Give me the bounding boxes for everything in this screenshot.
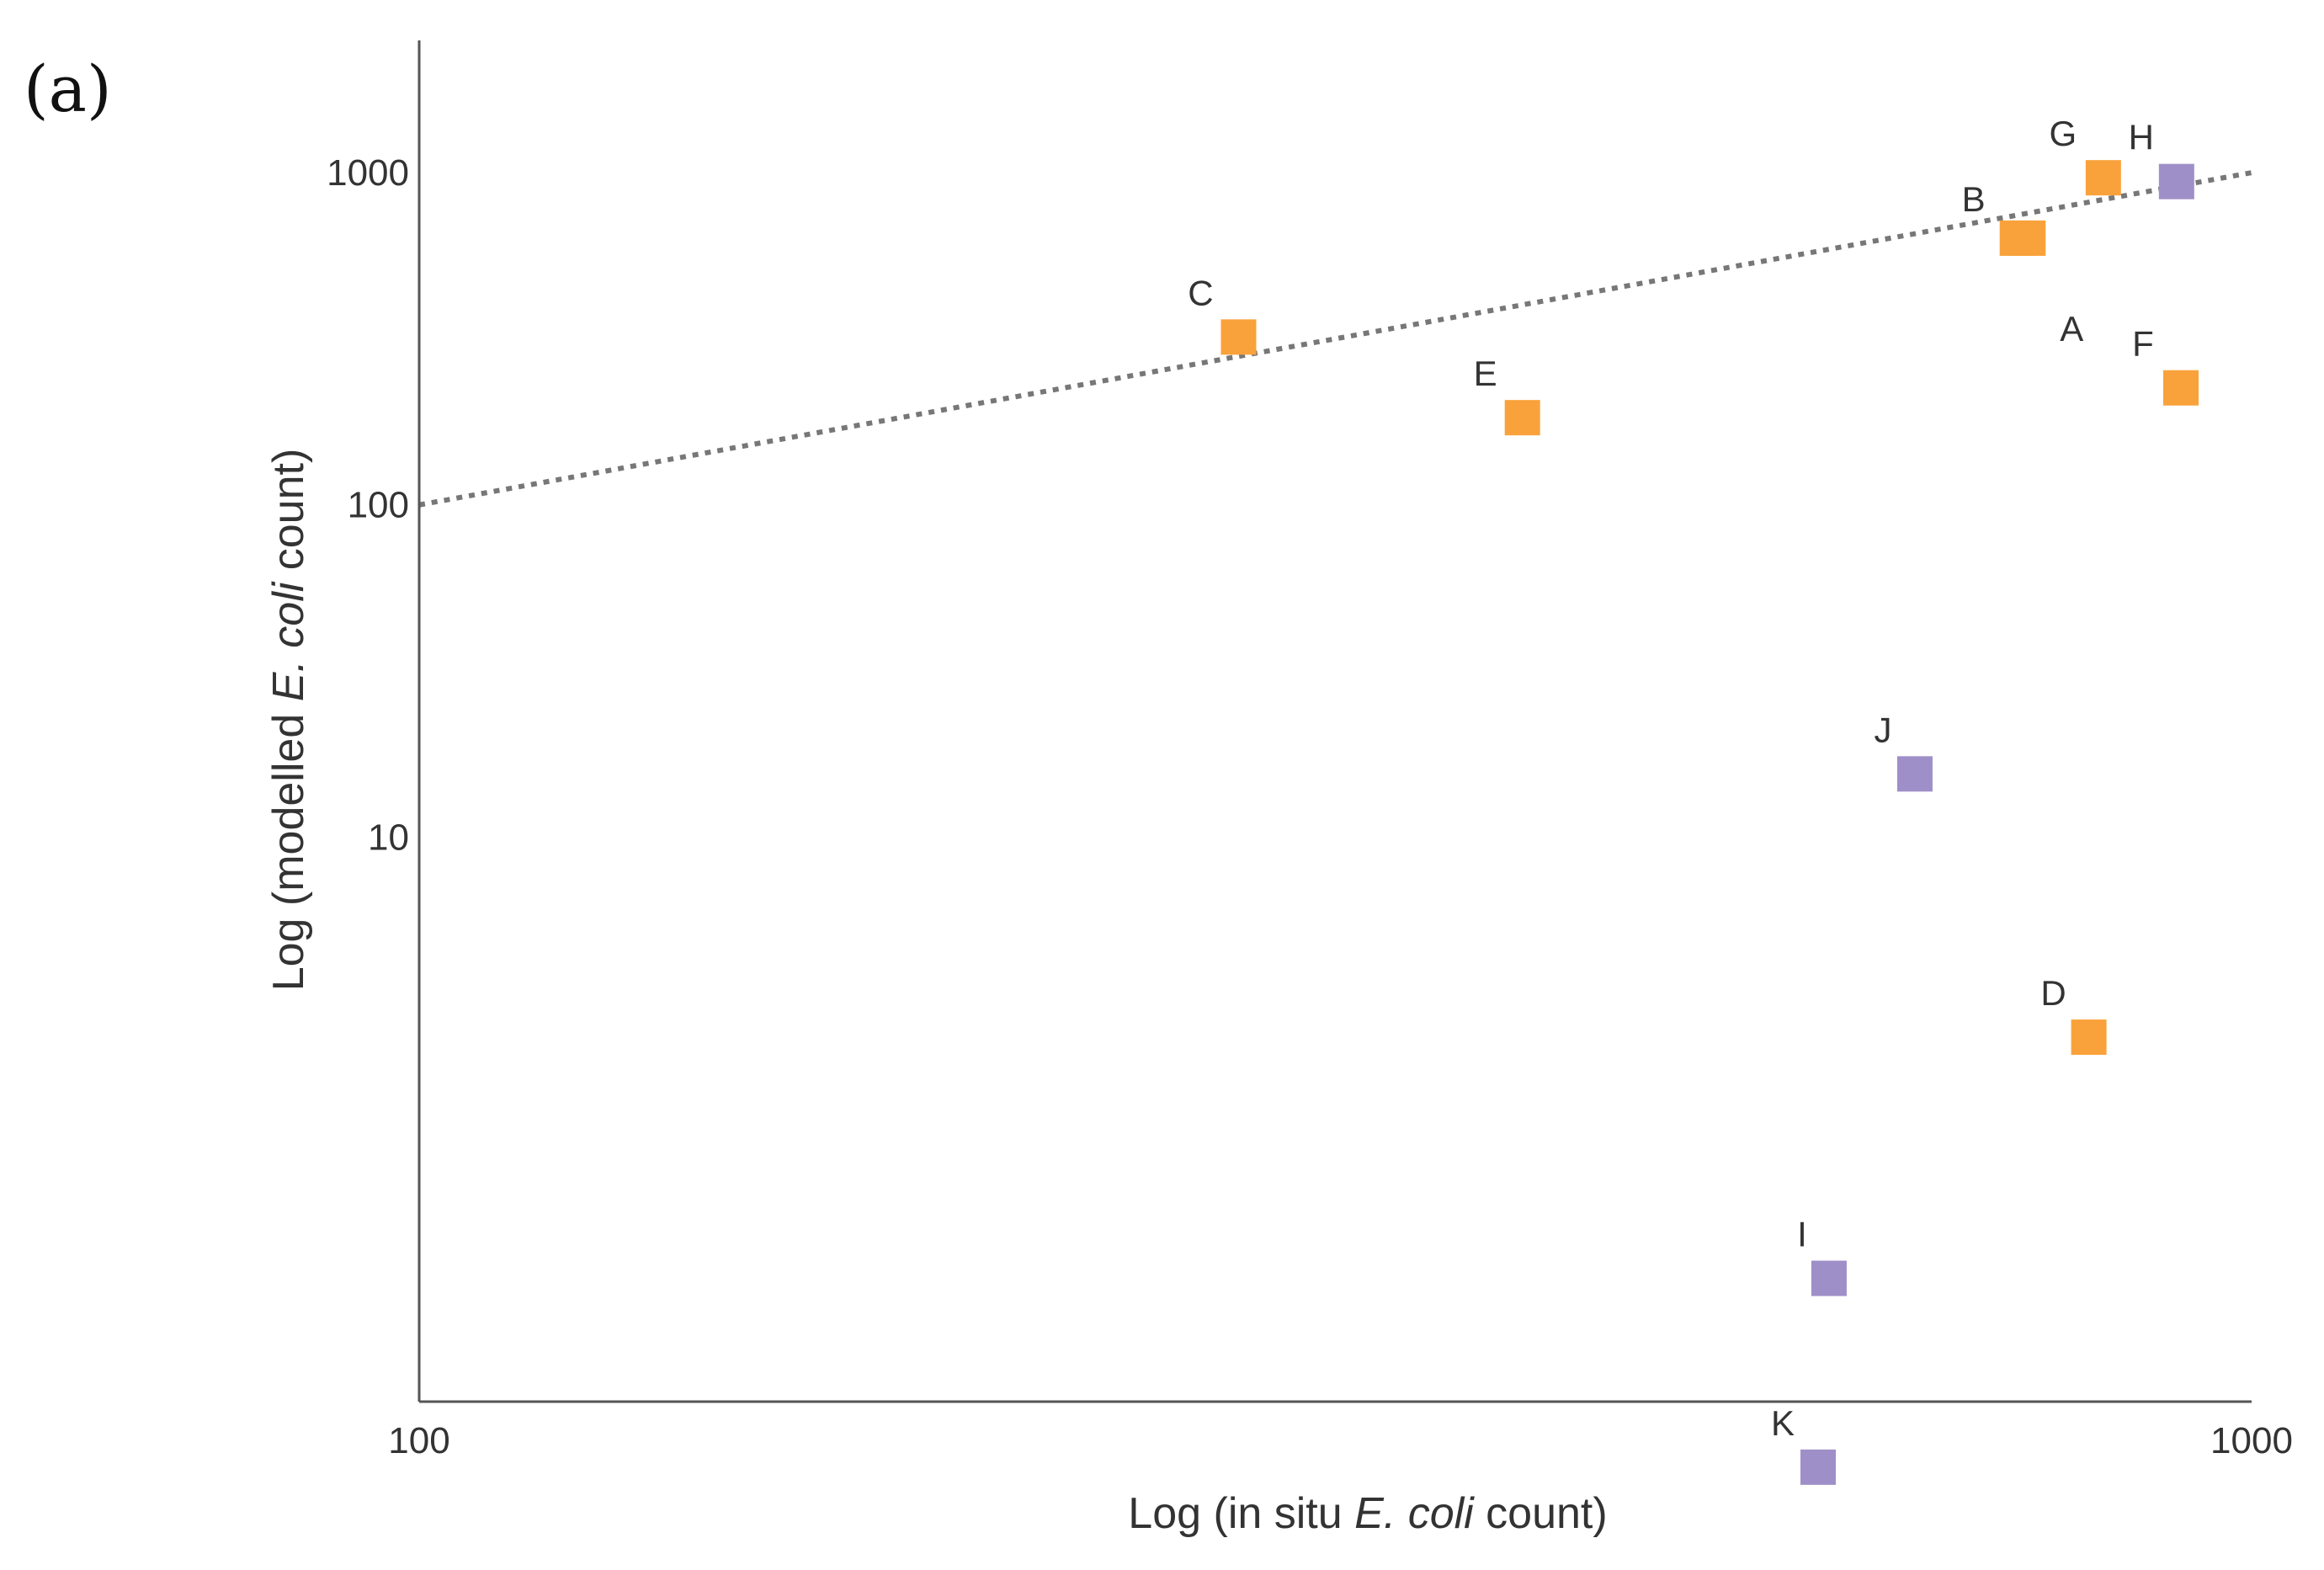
y-tick-label: 10 — [368, 817, 409, 858]
point-label-f: F — [2132, 324, 2154, 364]
point-label-c: C — [1188, 273, 1213, 312]
data-point-g — [2085, 160, 2121, 196]
x-axis-title: Log (in situ E. coli count) — [1128, 1489, 1607, 1538]
data-point-b — [1999, 220, 2035, 256]
panel-label: (a) — [24, 51, 112, 126]
axes-layer: 100 1000 10 100 1000 — [327, 40, 2293, 1461]
data-point-d — [2071, 1019, 2107, 1056]
point-label-a: A — [2060, 309, 2083, 349]
points-layer — [1220, 160, 2199, 1485]
point-labels-layer: A B C D E F G H I J K — [1188, 114, 2154, 1443]
x-axis-title-part-3: count) — [1474, 1489, 1608, 1538]
reference-line — [418, 170, 2252, 508]
data-point-k — [1800, 1449, 1836, 1485]
data-point-i — [1811, 1260, 1847, 1296]
data-point-e — [1504, 400, 1540, 436]
x-axis-title-italic: E. coli — [1354, 1489, 1475, 1538]
point-label-d: D — [2040, 973, 2066, 1013]
point-label-b: B — [1962, 179, 1986, 219]
data-point-h — [2158, 163, 2194, 200]
point-label-j: J — [1874, 710, 1891, 749]
point-label-i: I — [1797, 1215, 1807, 1254]
y-tick-label: 100 — [348, 485, 409, 526]
point-label-h: H — [2129, 118, 2154, 157]
reference-line-layer — [418, 170, 2252, 508]
x-tick-label: 1000 — [2210, 1420, 2293, 1461]
point-label-g: G — [2049, 114, 2077, 153]
y-tick-label: 1000 — [327, 152, 409, 194]
x-tick-label: 100 — [388, 1420, 449, 1461]
data-point-f — [2163, 370, 2199, 406]
data-point-c — [1220, 319, 1257, 355]
point-label-e: E — [1474, 354, 1497, 393]
y-axis-title-part-1: Log (modelled — [264, 701, 313, 991]
data-point-j — [1896, 756, 1933, 792]
x-axis-title-part-1: Log (in situ — [1128, 1489, 1354, 1538]
y-axis-title: Log (modelled E. coli count) — [264, 449, 313, 992]
y-axis-title-italic: E. coli — [264, 581, 313, 701]
y-axis-title-part-3: count) — [264, 449, 313, 583]
point-label-k: K — [1771, 1403, 1795, 1443]
